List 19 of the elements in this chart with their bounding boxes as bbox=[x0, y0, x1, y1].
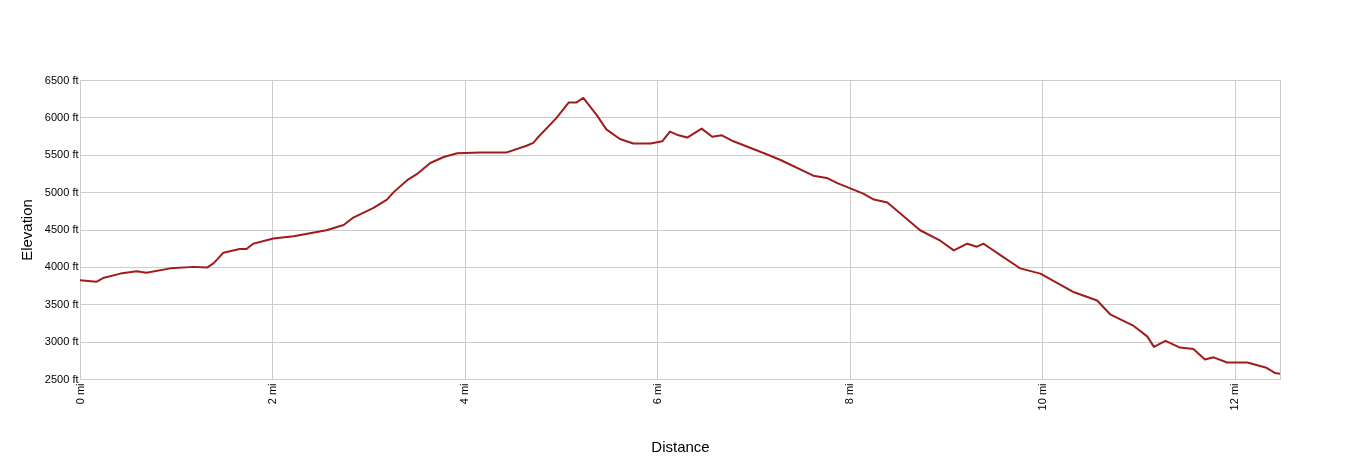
y-tick-label: 6500 ft bbox=[44, 73, 79, 86]
x-tick-label: 2 mi bbox=[265, 383, 278, 405]
x-tick-label: 12 mi bbox=[1228, 383, 1241, 411]
y-tick-label: 5000 ft bbox=[44, 185, 79, 198]
y-tick-label: 4500 ft bbox=[44, 223, 79, 235]
x-axis-title: Distance bbox=[651, 438, 710, 456]
line-series bbox=[80, 96, 1280, 375]
y-tick-label: 6000 ft bbox=[44, 110, 79, 123]
y-tick-label: 3500 ft bbox=[44, 297, 79, 310]
y-axis-title: Elevation bbox=[17, 199, 35, 261]
y-tick-label: 5500 ft bbox=[44, 148, 79, 161]
x-tick-label: 10 mi bbox=[1035, 383, 1048, 411]
y-tick-label: 2500 ft bbox=[44, 372, 79, 385]
x-tick-label: 0 mi bbox=[73, 383, 86, 405]
x-tick-label: 6 mi bbox=[650, 383, 663, 405]
y-tick-label: 4000 ft bbox=[44, 260, 79, 273]
x-tick-label: 8 mi bbox=[843, 383, 856, 405]
x-tick-label: 4 mi bbox=[458, 383, 471, 405]
y-tick-label: 3000 ft bbox=[44, 335, 79, 348]
